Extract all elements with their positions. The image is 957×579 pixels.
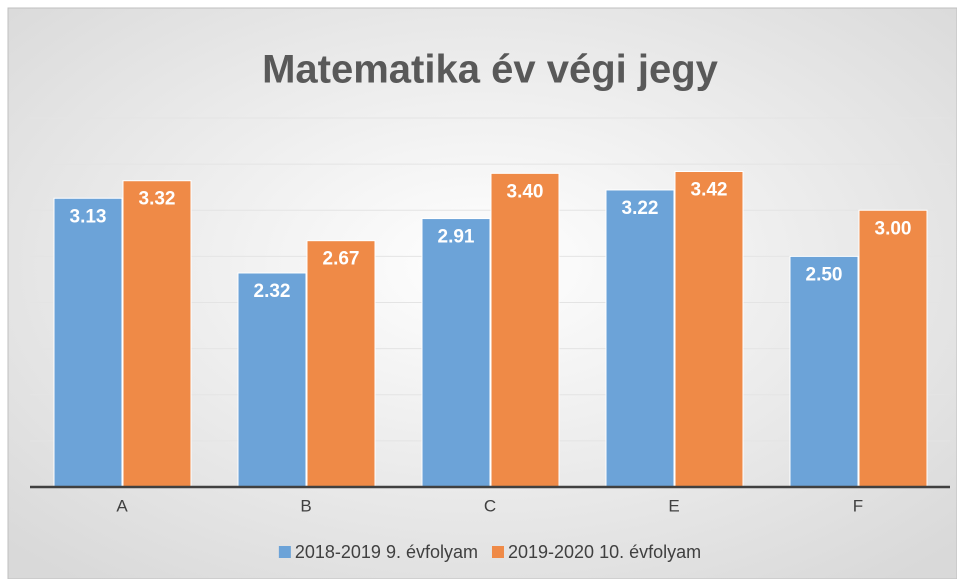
data-label: 3.32 <box>139 189 176 210</box>
x-tick-label: B <box>300 496 311 515</box>
data-label: 2.50 <box>806 264 843 285</box>
data-label: 3.00 <box>875 218 912 239</box>
bar <box>789 255 859 488</box>
bar <box>237 272 307 488</box>
data-label: 3.42 <box>691 180 728 201</box>
x-tick-label: F <box>853 496 863 515</box>
legend-swatch <box>278 546 291 558</box>
bar <box>605 189 675 488</box>
bar <box>122 180 192 488</box>
legend-label: 2019-2020 10. évfolyam <box>508 542 701 562</box>
bar <box>53 197 123 488</box>
x-tick-label: E <box>668 496 679 515</box>
data-label: 3.13 <box>70 206 107 227</box>
legend-swatch <box>491 546 504 558</box>
data-label: 2.91 <box>438 227 475 248</box>
x-tick-label: A <box>116 496 128 515</box>
bar <box>306 240 376 488</box>
bar <box>421 218 491 488</box>
data-label: 2.67 <box>323 249 360 270</box>
chart-title: Matematika év végi jegy <box>262 48 719 92</box>
legend-label: 2018-2019 9. évfolyam <box>295 542 478 562</box>
data-label: 3.22 <box>622 198 659 219</box>
data-label: 3.40 <box>507 181 544 202</box>
x-tick-label: C <box>484 496 496 515</box>
bar <box>490 172 560 488</box>
data-label: 2.32 <box>254 281 291 302</box>
bar <box>858 209 928 488</box>
bar <box>674 171 744 488</box>
